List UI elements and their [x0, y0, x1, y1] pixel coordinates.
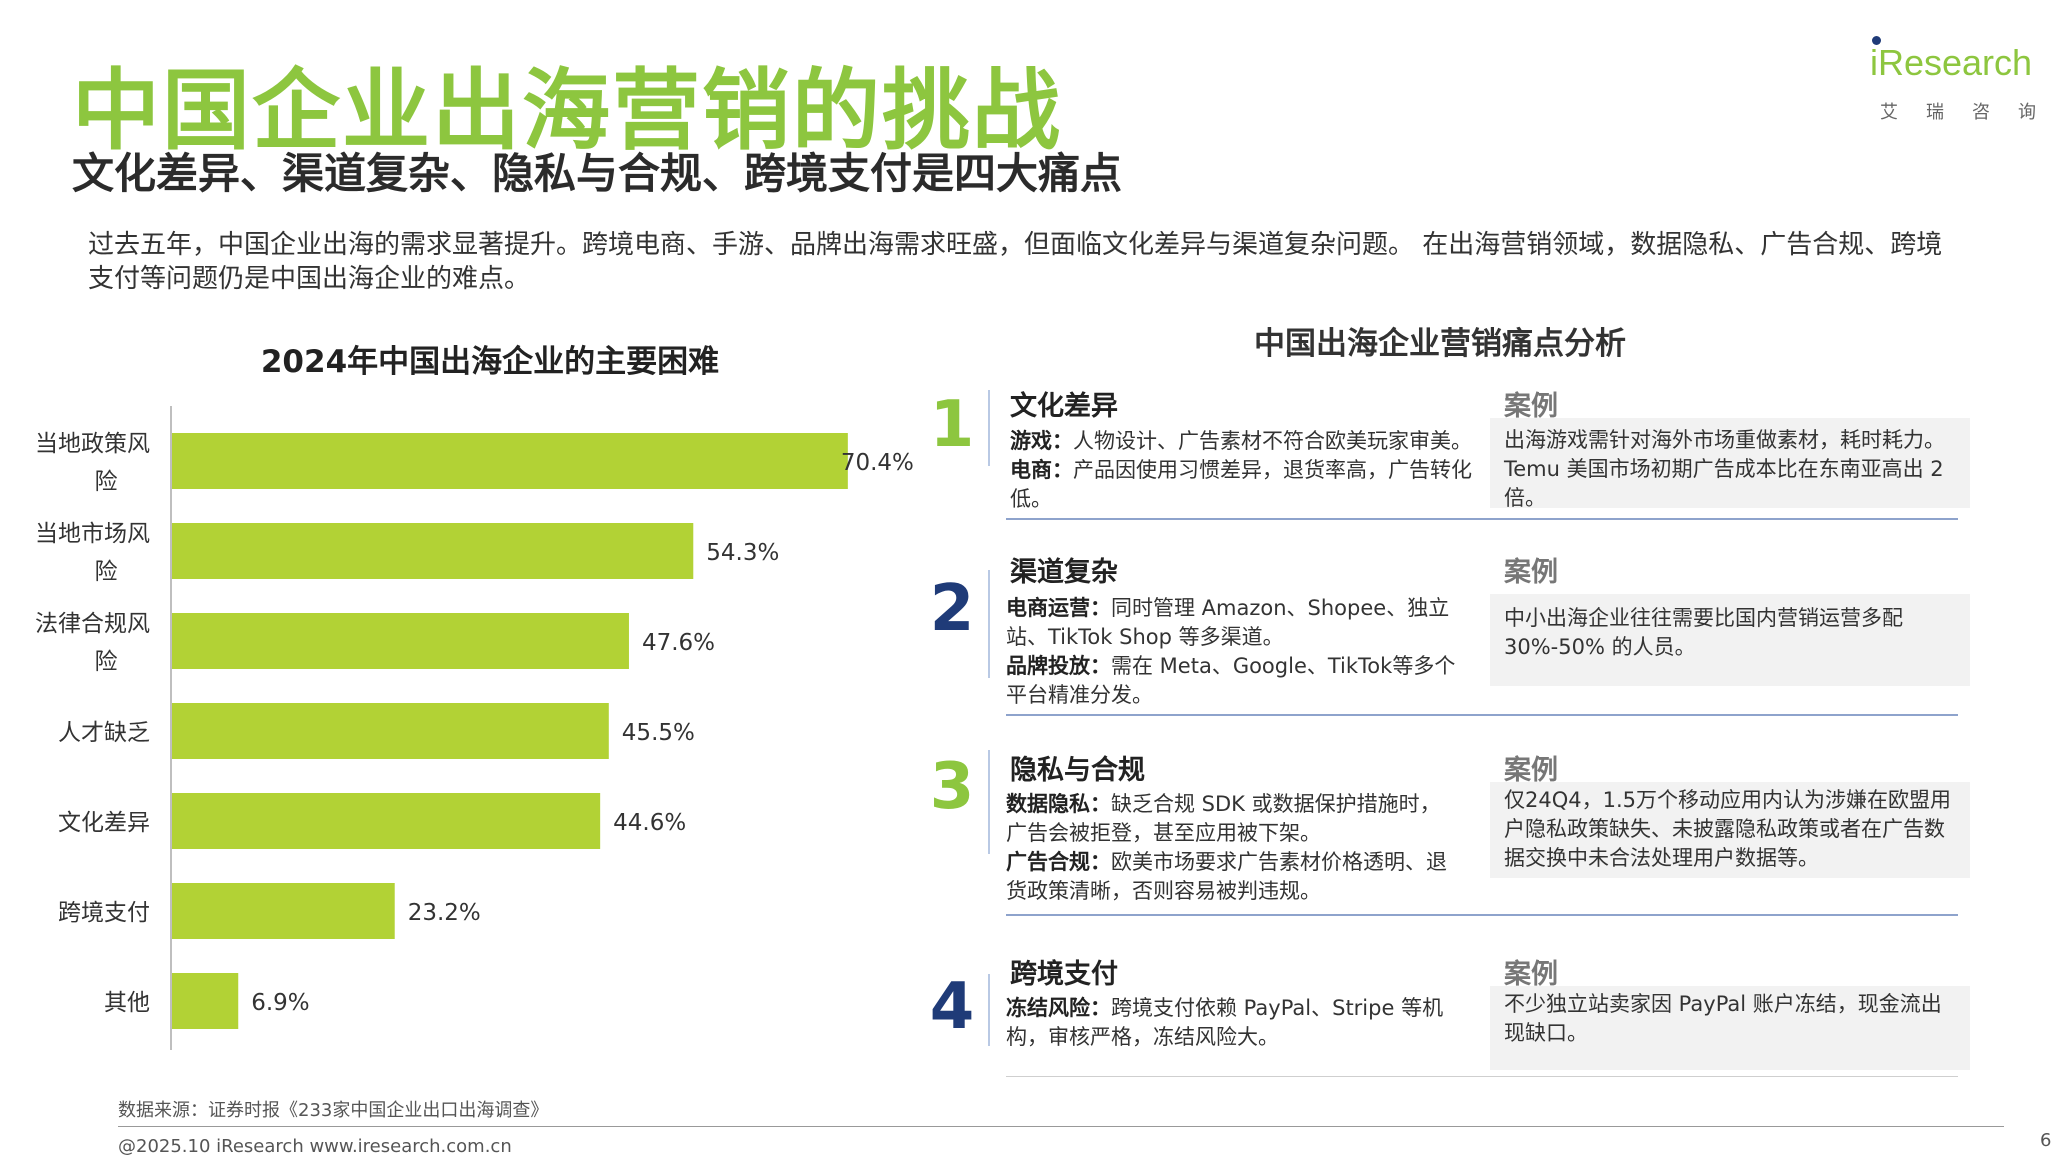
- category-label-0: 险: [95, 469, 118, 495]
- pain-point-1-case-box: 出海游戏需针对海外市场重做素材，耗时耗力。 Temu 美国市场初期广告成本比在东…: [1490, 418, 1970, 510]
- pain-point-4-desc: 冻结风险：跨境支付依赖 PayPal、Stripe 等机构，审核严格，冻结风险大…: [1006, 994, 1456, 1052]
- category-label-1: 当地市场风: [35, 521, 150, 547]
- desc-text: 人物设计、广告素材不符合欧美玩家审美。: [1073, 429, 1472, 453]
- value-label-1: 54.3%: [706, 540, 779, 566]
- pain-point-2-divider: [988, 570, 990, 678]
- category-label-1: 险: [95, 559, 118, 585]
- bar-6: [172, 973, 239, 1029]
- desc-text: 产品因使用习惯差异，退货率高，广告转化低。: [1010, 458, 1472, 511]
- desc-text: 同时管理 Amazon、Shopee、独立站、TikTok Shop 等多渠道。: [1006, 596, 1450, 649]
- desc-text: 欧美市场要求广告素材价格透明、退货政策清晰，否则容易被判违规。: [1006, 850, 1447, 903]
- pain-point-4-case-label: 案例: [1504, 959, 1558, 990]
- pain-point-2-title: 渠道复杂: [1010, 557, 1118, 588]
- desc-label: 数据隐私：: [1006, 792, 1111, 816]
- pain-point-3-case-box: 仅24Q4，1.5万个移动应用内认为涉嫌在欧盟用户隐私政策缺失、未披露隐私政策或…: [1490, 782, 1970, 878]
- bar-2: [172, 613, 629, 669]
- category-label-2: 险: [95, 649, 118, 675]
- footer-divider: [118, 1126, 2004, 1127]
- pain-point-1-desc: 游戏：人物设计、广告素材不符合欧美玩家审美。 电商：产品因使用习惯差异，退货率高…: [1010, 427, 1490, 514]
- pain-point-4-case-box: 不少独立站卖家因 PayPal 账户冻结，现金流出现缺口。: [1490, 986, 1970, 1070]
- category-label-0: 当地政策风: [35, 431, 150, 457]
- pain-point-4-number: 4: [929, 970, 975, 1044]
- page-title: 中国企业出海营销的挑战: [72, 59, 1063, 162]
- category-label-2: 法律合规风: [35, 611, 150, 637]
- pain-point-3-case-label: 案例: [1504, 755, 1558, 786]
- copyright: @2025.10 iResearch www.iresearch.com.cn: [118, 1136, 512, 1157]
- bar-1: [172, 523, 694, 579]
- pain-point-3-divider: [988, 750, 990, 854]
- page-number: 6: [2040, 1130, 2052, 1151]
- value-label-3: 45.5%: [622, 720, 695, 746]
- pain-point-4-title: 跨境支付: [1010, 959, 1118, 990]
- category-label-5: 跨境支付: [58, 900, 150, 926]
- desc-text: 跨境支付依赖 PayPal、Stripe 等机构，审核严格，冻结风险大。: [1006, 996, 1444, 1049]
- pain-point-2-separator: [1006, 714, 1958, 716]
- logo-text: iResearch: [1870, 42, 2033, 83]
- desc-label: 广告合规：: [1006, 850, 1111, 874]
- bar-3: [172, 703, 609, 759]
- logo-dot-icon: [1872, 36, 1881, 45]
- pain-point-1-divider: [988, 390, 990, 466]
- iresearch-logo: iResearch 艾瑞咨询: [1868, 34, 2038, 124]
- value-label-0: 70.4%: [841, 450, 914, 476]
- desc-label: 游戏：: [1010, 429, 1073, 453]
- pain-point-1-number: 1: [929, 388, 975, 462]
- value-label-5: 23.2%: [408, 900, 481, 926]
- desc-text: 需在 Meta、Google、TikTok等多个平台精准分发。: [1006, 654, 1456, 707]
- category-label-3: 人才缺乏: [58, 720, 150, 746]
- value-label-2: 47.6%: [642, 630, 715, 656]
- page-subtitle: 文化差异、渠道复杂、隐私与合规、跨境支付是四大痛点: [72, 149, 1123, 198]
- desc-text: 缺乏合规 SDK 或数据保护措施时，广告会被拒登，甚至应用被下架。: [1006, 792, 1441, 845]
- pain-point-3-number: 3: [929, 750, 975, 824]
- pain-point-1-separator: [1006, 518, 1958, 520]
- desc-label: 电商运营：: [1006, 596, 1111, 620]
- bar-0: [172, 433, 848, 489]
- pain-point-3-separator: [1006, 914, 1958, 916]
- intro-paragraph: 过去五年，中国企业出海的需求显著提升。跨境电商、手游、品牌出海需求旺盛，但面临文…: [88, 230, 1943, 294]
- desc-label: 品牌投放：: [1006, 654, 1111, 678]
- bar-4: [172, 793, 601, 849]
- pain-point-3-title: 隐私与合规: [1010, 755, 1145, 786]
- pain-point-2-number: 2: [929, 572, 975, 646]
- pain-point-2-case-label: 案例: [1504, 557, 1558, 588]
- desc-label: 电商：: [1010, 458, 1073, 482]
- desc-label: 冻结风险：: [1006, 996, 1111, 1020]
- panel-title: 中国出海企业营销痛点分析: [1254, 326, 1626, 362]
- pain-point-4-divider: [988, 974, 990, 1046]
- pain-point-2-case-box: 中小出海企业往往需要比国内营销运营多配 30%-50% 的人员。: [1490, 594, 1970, 686]
- bar-chart: 70.4%当地政策风险54.3%当地市场风险47.6%法律合规风险45.5%人才…: [35, 406, 914, 1050]
- logo-cn-text: 艾瑞咨询: [1880, 102, 2064, 123]
- category-label-4: 文化差异: [58, 810, 150, 836]
- data-source: 数据来源：证券时报《233家中国企业出口出海调查》: [118, 1100, 549, 1121]
- bar-5: [172, 883, 395, 939]
- pain-point-1-title: 文化差异: [1010, 391, 1118, 422]
- category-label-6: 其他: [104, 990, 150, 1016]
- pain-point-3-desc: 数据隐私：缺乏合规 SDK 或数据保护措施时，广告会被拒登，甚至应用被下架。 广…: [1006, 790, 1456, 906]
- value-label-4: 44.6%: [613, 810, 686, 836]
- pain-point-4-separator: [1006, 1076, 1958, 1077]
- pain-point-2-desc: 电商运营：同时管理 Amazon、Shopee、独立站、TikTok Shop …: [1006, 594, 1456, 710]
- chart-title: 2024年中国出海企业的主要困难: [260, 344, 720, 380]
- pain-point-1-case-label: 案例: [1504, 391, 1558, 422]
- value-label-6: 6.9%: [251, 990, 309, 1016]
